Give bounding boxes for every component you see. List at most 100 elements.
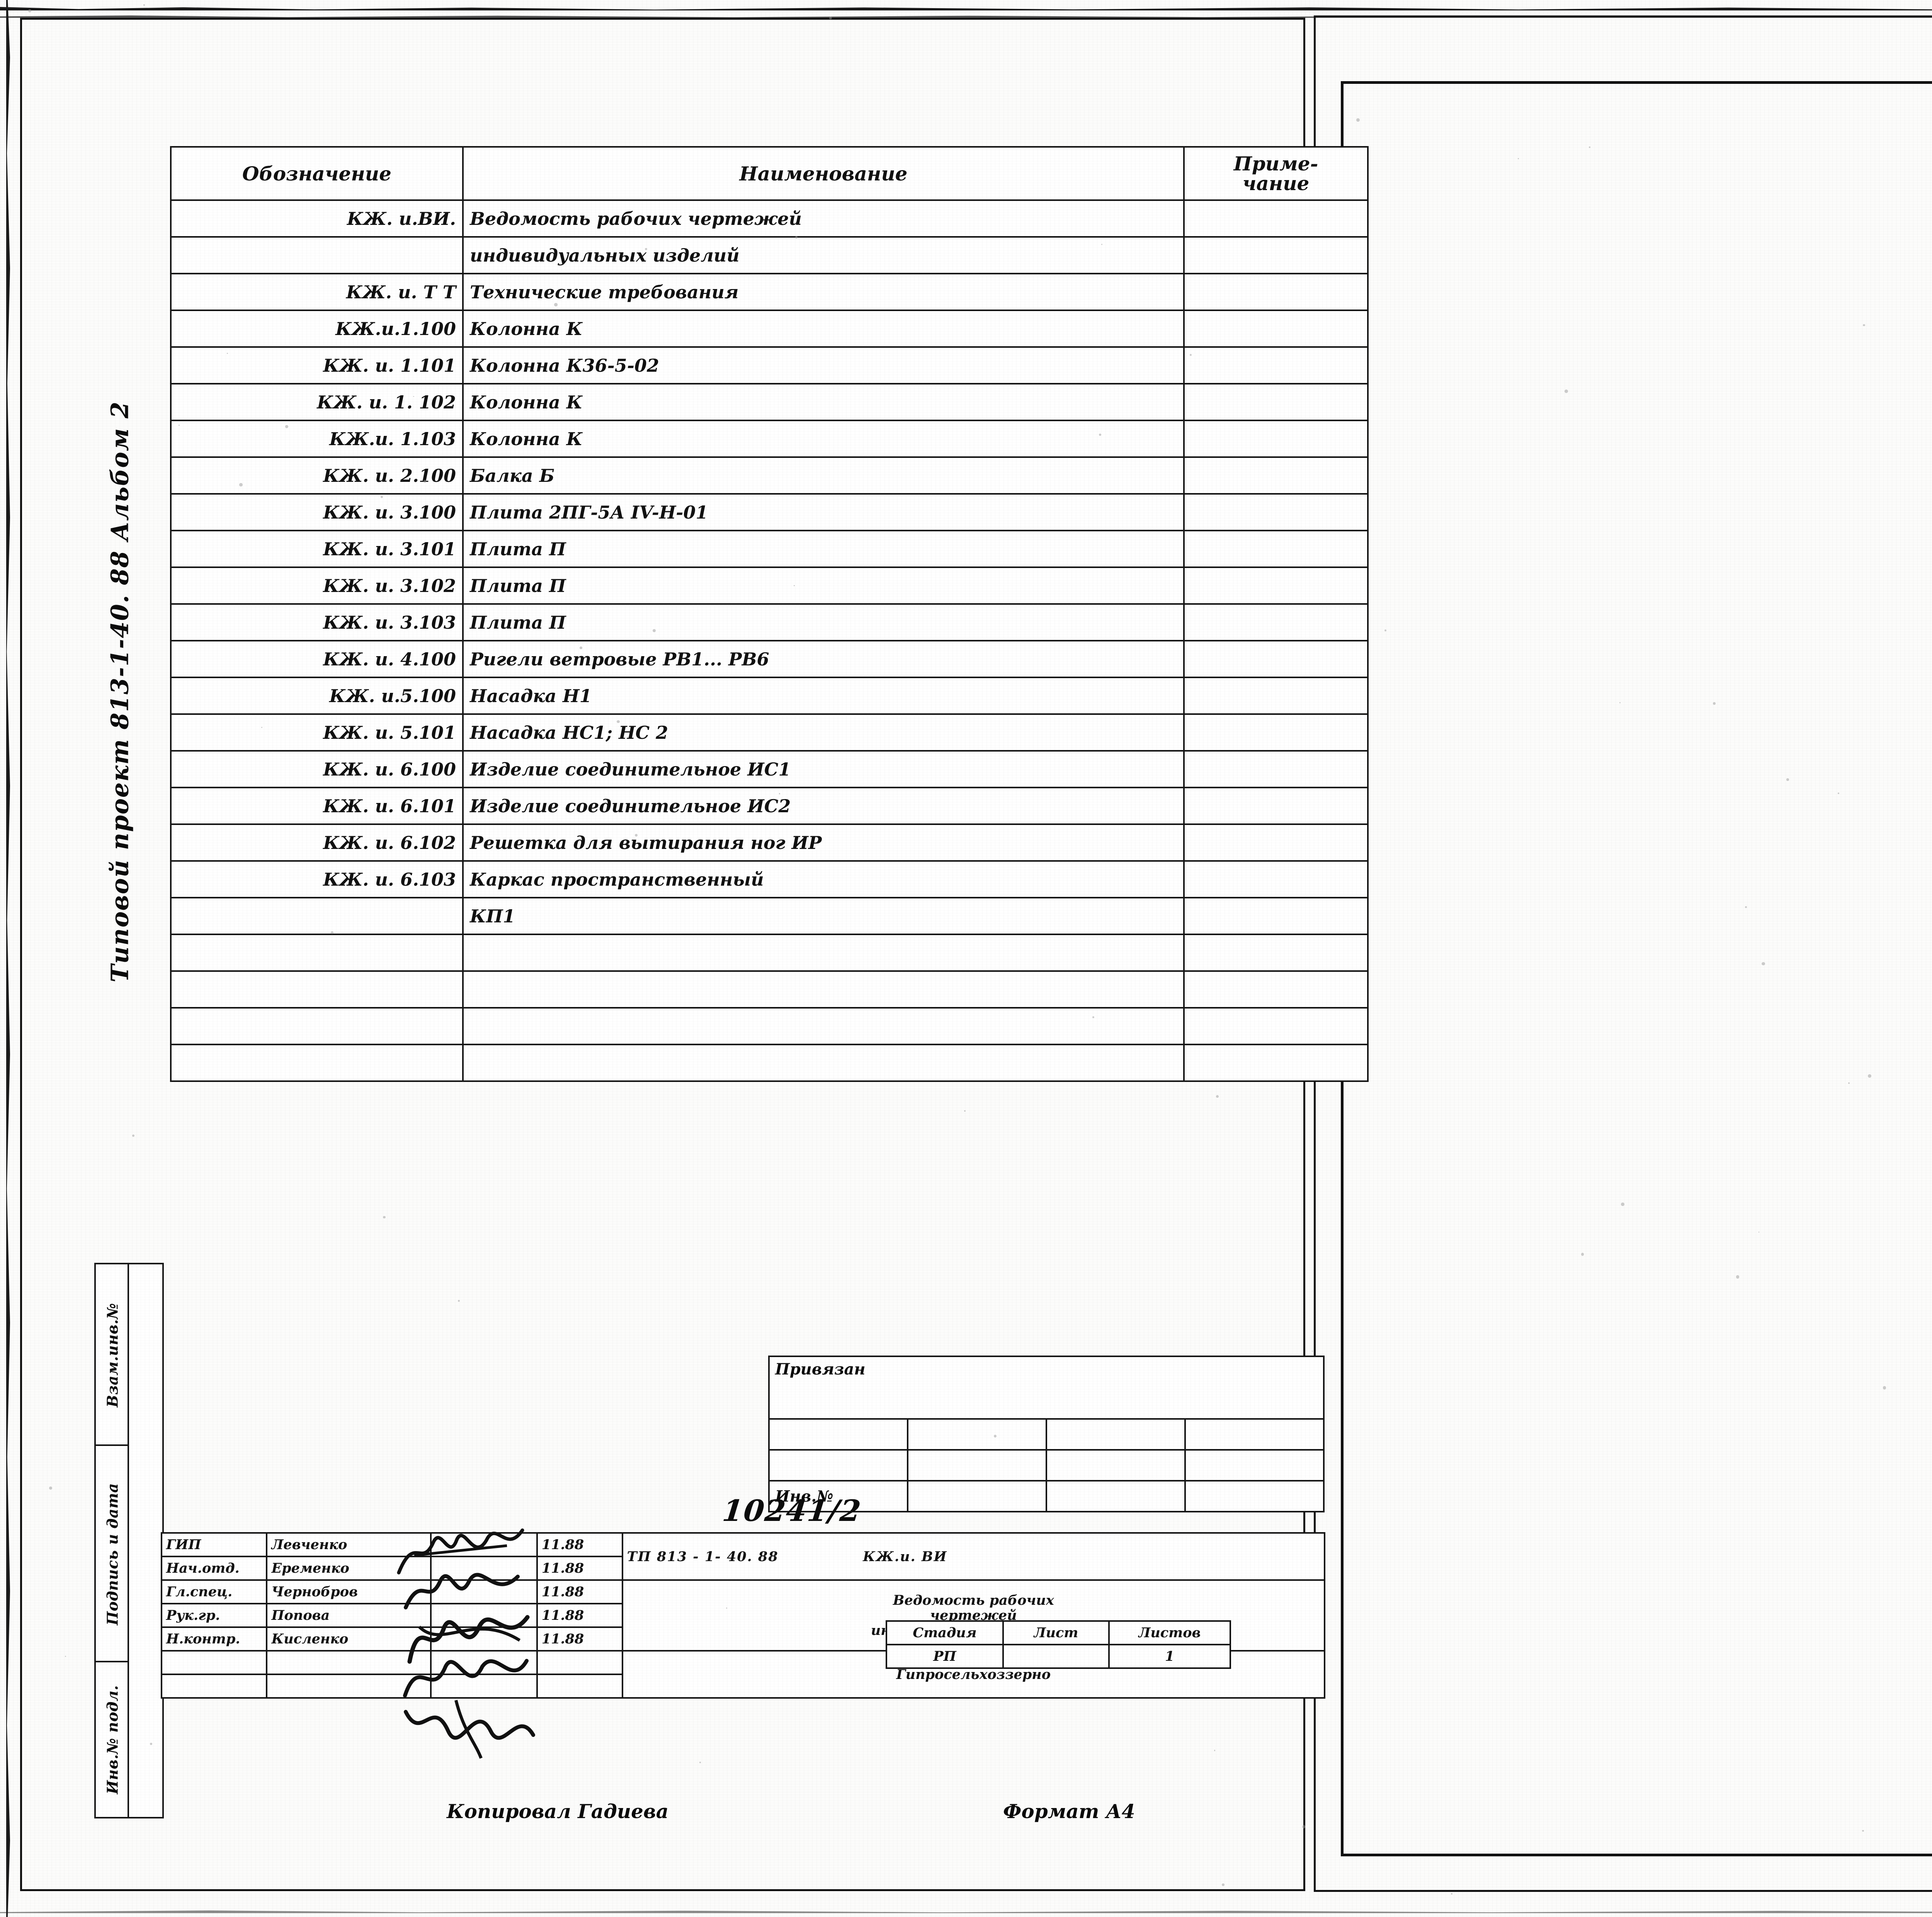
cell-designation: КЖ. и. 3.103	[171, 604, 463, 641]
privyazan-row-2	[769, 1450, 1324, 1481]
scan-speck	[1356, 118, 1360, 122]
margin-label-vzam-inv: Взам.инв.№	[104, 1303, 121, 1407]
cell-note	[1184, 714, 1368, 751]
cell-name: Балка Б	[463, 457, 1184, 494]
cell-designation	[171, 237, 463, 274]
cell-note	[1184, 641, 1368, 677]
cell-note	[1184, 677, 1368, 714]
scan-speck	[1621, 1203, 1624, 1206]
table-row: КЖ. и. 3.101 Плита П	[171, 531, 1368, 567]
margin-label-inv-podl: Инв.№ подл.	[104, 1685, 121, 1794]
cell-name: Колонна К	[463, 384, 1184, 420]
format-text: Формат А4	[1003, 1800, 1135, 1823]
stamp-name-4: Кисленко	[267, 1627, 430, 1651]
scan-speck	[49, 1487, 52, 1490]
cell-note	[1184, 751, 1368, 788]
cell-designation: КЖ. и.ВИ.	[171, 200, 463, 237]
stamp-title-line-1: Ведомость рабочих	[627, 1593, 1320, 1608]
privyazan-cell-1-2	[908, 1419, 1046, 1450]
sheet-header: Лист	[1003, 1621, 1109, 1645]
stage-header: Стадия	[886, 1621, 1003, 1645]
cell-designation: КЖ.и.1.100	[171, 310, 463, 347]
cell-designation	[171, 898, 463, 934]
scan-speck	[65, 1656, 66, 1657]
project-caption: Типовой проект 813-1-40. 88 Альбом 2	[89, 232, 151, 1152]
scan-speck	[285, 425, 288, 428]
privyazan-cell-3-3	[1046, 1481, 1185, 1512]
cell-designation: КЖ. и. 1.101	[171, 347, 463, 384]
table-row: КЖ. и. 3.100 Плита 2ПГ-5А IV-Н-01	[171, 494, 1368, 531]
cell-name	[463, 1008, 1184, 1044]
scan-speck	[554, 303, 557, 306]
privyazan-title: Привязан	[769, 1356, 1324, 1419]
margin-field-inv-podl: Инв.№ подл.	[94, 1661, 131, 1818]
cell-note	[1184, 861, 1368, 898]
stamp-signature-6	[431, 1674, 537, 1698]
cell-designation	[171, 934, 463, 971]
cell-note	[1184, 898, 1368, 934]
cell-note	[1184, 237, 1368, 274]
privyazan-cell-1-4	[1185, 1419, 1324, 1450]
table-row	[171, 1008, 1368, 1044]
cell-name: Плита П	[463, 531, 1184, 567]
stamp-name-0: Левченко	[267, 1533, 430, 1556]
privyazan-cell-2-2	[908, 1450, 1046, 1481]
scan-speck	[1216, 1095, 1219, 1098]
cell-designation: КЖ. и. 1. 102	[171, 384, 463, 420]
cell-name	[463, 971, 1184, 1008]
privyazan-cell-3-2	[908, 1481, 1046, 1512]
cell-note	[1184, 494, 1368, 531]
stage-sheet-grid: Стадия Лист Листов РП 1	[886, 1620, 1231, 1669]
cell-designation: КЖ. и. 6.102	[171, 824, 463, 861]
table-row: индивидуальных изделий	[171, 237, 1368, 274]
stamp-signature-4	[431, 1627, 537, 1651]
scan-speck	[645, 248, 647, 250]
scan-speck	[794, 585, 795, 586]
margin-field-podpis-data: Подпись и дата	[94, 1444, 131, 1664]
cell-name: Технические требования	[463, 274, 1184, 310]
stamp-project-code-text: ТП 813 - 1- 40. 88	[627, 1549, 779, 1565]
document-number: 10241/2	[721, 1493, 863, 1528]
cell-note	[1184, 384, 1368, 420]
table-row: КП1	[171, 898, 1368, 934]
stamp-sheet-code-text: КЖ.и. ВИ	[863, 1549, 947, 1565]
table-row	[171, 1044, 1368, 1081]
scan-edge-bottom	[0, 1910, 1932, 1913]
scan-edge-top	[0, 7, 1932, 10]
stamp-role-2: Гл.спец.	[162, 1580, 267, 1604]
cell-name: Изделие соединительное ИС1	[463, 751, 1184, 788]
scan-speck	[1222, 1883, 1225, 1886]
cell-name: Насадка Н1	[463, 677, 1184, 714]
stamp-signature-2	[431, 1580, 537, 1604]
scan-speck	[383, 1216, 385, 1218]
scan-speck	[994, 1435, 997, 1437]
cell-note	[1184, 971, 1368, 1008]
header-name: Наименование	[463, 147, 1184, 200]
privyazan-block: Привязан Инв.№	[768, 1356, 1325, 1512]
table-row: КЖ. и. 3.103 Плита П	[171, 604, 1368, 641]
stamp-date-1: 11.88	[537, 1556, 622, 1580]
header-designation: Обозначение	[171, 147, 463, 200]
stamp-role-4: Н.контр.	[162, 1627, 267, 1651]
scan-speck	[1302, 1825, 1306, 1829]
table-row: КЖ. и. 4.100 Ригели ветровые РВ1... РВ6	[171, 641, 1368, 677]
sheets-header: Листов	[1109, 1621, 1230, 1645]
cell-designation: КЖ. и. Т Т	[171, 274, 463, 310]
title-block: ГИП Левченко 11.88 ТП 813 - 1- 40. 88 КЖ…	[161, 1532, 1325, 1779]
cell-designation: КЖ. и.5.100	[171, 677, 463, 714]
header-note-line1: Приме-	[1191, 154, 1361, 173]
cell-name	[463, 934, 1184, 971]
privyazan-cell-1-1	[769, 1419, 908, 1450]
cell-designation: КЖ. и. 3.100	[171, 494, 463, 531]
cell-note	[1184, 824, 1368, 861]
stamp-name-5	[267, 1651, 430, 1674]
cell-note	[1184, 200, 1368, 237]
table-row: КЖ. и. 6.100 Изделие соединительное ИС1	[171, 751, 1368, 788]
table-row: КЖ. и. 5.101 Насадка НС1; НС 2	[171, 714, 1368, 751]
cell-note	[1184, 347, 1368, 384]
cell-name	[463, 1044, 1184, 1081]
cell-note	[1184, 1008, 1368, 1044]
cell-name: Колонна К36-5-02	[463, 347, 1184, 384]
stamp-date-5	[537, 1651, 622, 1674]
stamp-row-2: Гл.спец. Чернобров 11.88 Ведомость рабоч…	[162, 1580, 1325, 1604]
